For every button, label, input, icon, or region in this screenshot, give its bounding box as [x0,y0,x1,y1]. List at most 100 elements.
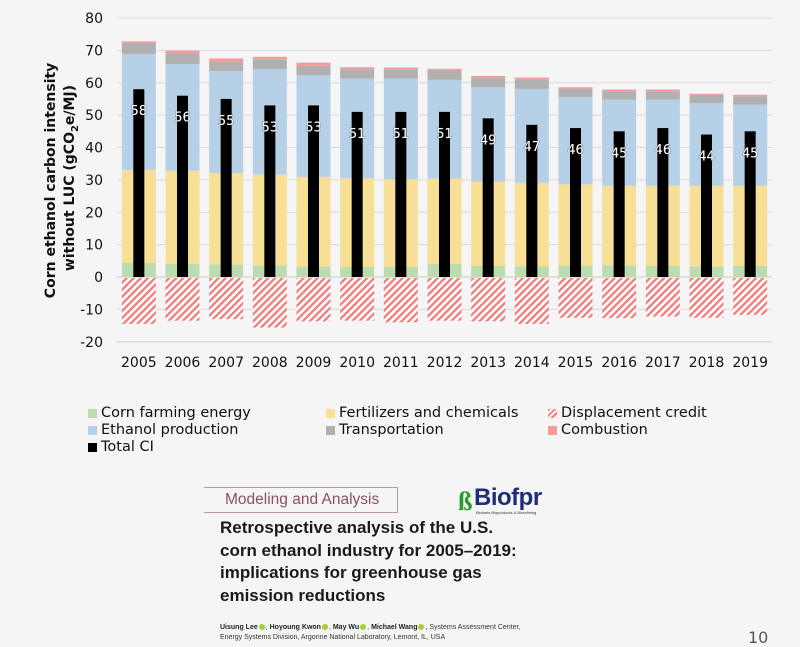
bar-transportation [602,91,637,100]
y-tick-label: 80 [85,11,103,27]
y-tick-label: 20 [85,205,103,221]
bar-group-2012: 51 [427,68,462,321]
journal-logo-subtitle: Biofuels Bioproducts & Biorefining [476,510,537,515]
legend-label: Displacement credit [561,405,707,421]
bar-displacement-credit [733,278,768,315]
legend-label: Transportation [339,422,444,438]
paper-title-line: corn ethanol industry for 2005–2019: [220,540,517,560]
author-name: Uisung Lee [220,624,258,631]
bar-transportation [383,69,418,79]
bar-displacement-credit [296,278,331,322]
legend-item-fertilizers: Fertilizers and chemicals [326,405,518,421]
x-tick-label: 2016 [601,355,637,371]
orcid-icon[interactable] [418,623,425,630]
x-tick-label: 2018 [689,355,725,371]
bar-combustion [209,58,244,63]
legend-swatch [548,425,557,435]
legend-item-transportation: Transportation [326,422,444,438]
total-ci-data-label: 46 [655,143,672,158]
total-ci-data-label: 51 [436,127,453,142]
total-ci-data-label: 45 [742,146,759,161]
bar-combustion [121,41,156,43]
bar-total-ci [744,131,756,277]
bar-combustion [733,94,768,97]
legend-item-ethanol-production: Ethanol production [88,422,238,438]
y-tick-label: 40 [85,141,103,157]
y-axis-label-line-1: Corn ethanol carbon intensity [43,63,59,299]
legend-swatch [88,408,97,418]
paper-title: Retrospective analysis of the U.S. corn … [220,517,550,607]
bar-total-ci [613,131,625,277]
y-axis-label: Corn ethanol carbon intensity without LU… [43,58,81,298]
bar-combustion [165,50,200,54]
y-tick-label: 50 [85,108,103,124]
bar-total-ci [570,128,581,277]
x-tick-label: 2007 [208,355,244,371]
bar-group-2015: 46 [558,87,593,318]
author-name: May Wu [332,624,360,631]
bar-displacement-credit [165,278,200,321]
orcid-icon[interactable] [258,623,265,630]
bar-combustion [427,68,462,71]
total-ci-data-label: 51 [393,127,410,142]
x-tick-label: 2008 [252,355,288,371]
x-tick-label: 2014 [514,355,550,371]
bar-total-ci [439,111,450,277]
total-ci-data-label: 45 [611,146,628,161]
bar-displacement-credit [209,278,244,320]
bar-displacement-credit [471,278,506,322]
x-tick-label: 2017 [645,355,681,371]
total-ci-data-label: 44 [698,150,715,165]
legend-item-combustion: Combustion [548,422,648,438]
bar-displacement-credit [121,278,156,324]
bar-transportation [689,95,724,104]
y-tick-label: 10 [85,238,103,254]
y-tick-label: 0 [94,270,103,286]
total-ci-data-label: 53 [305,120,322,135]
bar-group-2008: 53 [252,56,287,328]
bar-group-2010: 51 [340,67,375,321]
bar-combustion [602,89,637,92]
orcid-icon[interactable] [321,623,328,630]
bar-displacement-credit [427,278,462,321]
orcid-icon[interactable] [360,623,367,630]
legend-label: Corn farming energy [101,405,251,421]
legend-label: Combustion [561,422,648,438]
y-axis-label-line-2: without LUC (gCO2e/MJ) [62,85,81,271]
bar-combustion [645,89,680,92]
bar-transportation [340,69,375,79]
bar-total-ci [351,111,363,277]
x-tick-label: 2010 [339,355,375,371]
bar-group-2011: 51 [383,67,418,323]
author-name: Hoyoung Kwon [269,624,321,631]
bar-group-2005: 58 [121,41,156,324]
bar-transportation [733,96,768,105]
bar-combustion [296,62,331,66]
x-tick-label: 2012 [427,355,463,371]
total-ci-data-label: 49 [480,133,497,148]
bar-total-ci [133,89,145,277]
bar-combustion [383,67,418,70]
total-ci-data-label: 58 [131,104,148,119]
bar-total-ci [220,98,232,277]
biofpr-logo-icon: ß [458,487,473,516]
paper-title-line: Retrospective analysis of the U.S. [220,518,494,537]
total-ci-data-label: 53 [262,120,279,135]
bar-displacement-credit [689,278,724,318]
bar-group-2007: 55 [209,58,244,320]
x-tick-label: 2015 [558,355,594,371]
total-ci-data-label: 46 [567,143,584,158]
bar-transportation [296,65,331,76]
legend-swatch [88,442,97,452]
y-tick-label: 30 [85,173,103,189]
legend-label: Fertilizers and chemicals [339,405,519,421]
bar-transportation [209,62,244,72]
x-tick-label: 2006 [165,355,201,371]
bar-total-ci [657,128,669,277]
x-tick-label: 2005 [121,355,157,371]
y-tick-label: -10 [80,302,103,318]
bar-transportation [645,91,680,100]
bar-total-ci [482,118,494,277]
author-name: Michael Wang [371,624,418,631]
bar-group-2013: 49 [471,75,506,322]
